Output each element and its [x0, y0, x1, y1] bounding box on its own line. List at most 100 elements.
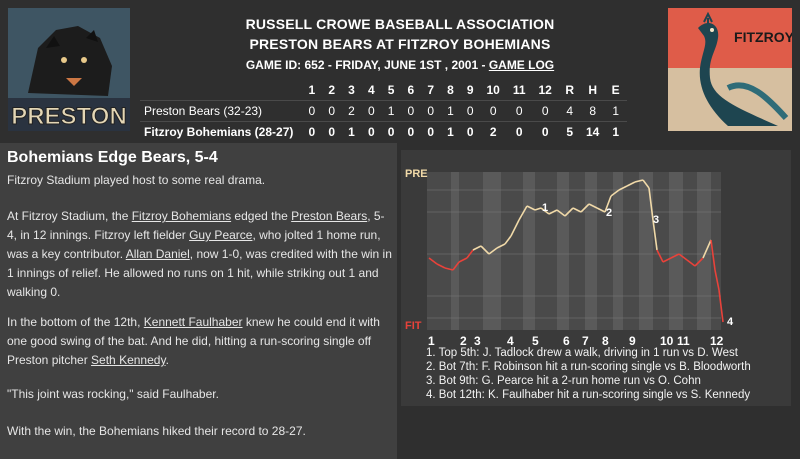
win-probability-segment	[714, 269, 720, 291]
win-probability-segment	[580, 203, 590, 213]
svg-text:FITZROY: FITZROY	[734, 29, 792, 45]
win-probability-segment	[466, 249, 474, 259]
inning-label: 10	[660, 334, 674, 348]
inning-header: 4	[361, 80, 382, 101]
win-probability-segment	[564, 207, 574, 217]
pre-label: PRE	[405, 168, 428, 180]
inning-label: 7	[582, 334, 589, 348]
team-name[interactable]: Fitzroy Bohemians (28-27)	[144, 125, 294, 139]
win-probability-segment	[662, 257, 672, 263]
win-probability-segment	[534, 207, 542, 211]
inning-band	[623, 172, 639, 330]
game-log-link[interactable]: GAME LOG	[488, 58, 555, 72]
inning-label: 4	[507, 334, 514, 348]
inning-header: 2	[321, 80, 342, 101]
inning-label: 5	[532, 334, 539, 348]
event-marker: 1	[542, 202, 549, 214]
win-probability-segment	[472, 245, 482, 251]
game-info: GAME ID: 652 - FRIDAY, JUNE 1ST , 2001 -…	[140, 58, 660, 72]
linescore-header-row: 1 2 3 4 5 6 7 8 9 10 11 12 R H E	[140, 80, 628, 101]
win-probability-segment	[444, 267, 454, 271]
win-probability-segment	[718, 289, 724, 323]
win-probability-segment	[648, 187, 654, 221]
inning-label: 9	[629, 334, 636, 348]
inning-label: 2	[460, 334, 467, 348]
fitzroy-bohemians-link[interactable]: Fitzroy Bohemians	[131, 209, 232, 223]
win-probability-segment	[710, 239, 716, 271]
win-probability-segment	[702, 239, 712, 259]
win-probability-segment	[504, 235, 512, 245]
score-cell: 1	[440, 100, 461, 122]
story-text: At Fitzroy Stadium, the	[7, 209, 132, 223]
win-probability-segment	[694, 257, 704, 267]
inning-band	[535, 172, 557, 330]
inning-band	[597, 172, 613, 330]
win-probability-segment	[652, 219, 658, 251]
inning-label: 3	[474, 334, 481, 348]
inning-header: 1	[302, 80, 322, 101]
inning-band	[523, 172, 535, 330]
hits-header: H	[581, 80, 605, 101]
team-name[interactable]: Preston Bears (32-23)	[140, 100, 302, 122]
inning-header: 8	[440, 80, 461, 101]
inning-label: 11	[677, 334, 690, 348]
event-marker: 2	[606, 207, 613, 219]
svg-text:PRESTON: PRESTON	[11, 103, 127, 130]
inning-band	[585, 172, 597, 330]
score-cell: 0	[407, 125, 415, 139]
event-note: 1. Top 5th: J. Tadlock drew a walk, driv…	[426, 347, 738, 359]
inning-label: 1	[428, 334, 435, 348]
preston-logo: PRESTON	[8, 8, 130, 131]
win-probability-segment	[480, 245, 490, 255]
event-marker: 3	[653, 214, 660, 226]
win-probability-segment	[588, 203, 598, 209]
errors-header: E	[604, 80, 628, 101]
score-cell: 1	[348, 125, 355, 139]
score-cell: 0	[532, 100, 559, 122]
inning-band	[669, 172, 683, 330]
win-probability-segment	[634, 179, 644, 183]
score-cell: 0	[480, 100, 507, 122]
score-cell: 0	[541, 125, 549, 139]
win-probability-segment	[678, 253, 688, 261]
inning-label: 6	[563, 334, 570, 348]
score-cell: 0	[302, 100, 322, 122]
score-cell: 0	[361, 100, 382, 122]
association-title: RUSSELL CROWE BASEBALL ASSOCIATION	[245, 16, 555, 32]
seth-kennedy-link[interactable]: Seth Kennedy	[91, 353, 166, 367]
allan-daniel-link[interactable]: Allan Daniel	[125, 247, 190, 261]
win-probability-segment	[642, 179, 650, 189]
game-story: Bohemians Edge Bears, 5-4 Fitzroy Stadiu…	[0, 143, 397, 459]
score-cell: 1	[381, 100, 401, 122]
inning-band	[653, 172, 669, 330]
kennett-faulhaber-link[interactable]: Kennett Faulhaber	[143, 315, 243, 329]
win-probability-segment	[604, 195, 612, 213]
win-probability-segment	[518, 205, 528, 221]
score-cell: 0	[466, 125, 474, 139]
story-paragraph: "This joint was rocking," said Faulhaber…	[7, 385, 393, 404]
team-header	[140, 80, 302, 101]
story-text: "This joint was rocking," said Faulhaber…	[7, 387, 219, 401]
preston-bears-link[interactable]: Preston Bears	[291, 209, 368, 223]
story-text: With the win, the Bohemians hiked their …	[7, 424, 306, 438]
runs-cell: 5	[566, 125, 574, 139]
event-marker: 4	[727, 316, 734, 328]
guy-pearce-link[interactable]: Guy Pearce	[189, 228, 253, 242]
errors-cell: 1	[612, 125, 620, 139]
story-text: Fitzroy Stadium played host to some real…	[7, 173, 266, 187]
win-probability-segment	[526, 205, 536, 211]
score-cell: 1	[447, 125, 454, 139]
win-probability-segment	[670, 253, 680, 259]
win-probability-segment	[556, 209, 566, 217]
inning-header: 11	[506, 80, 533, 101]
score-cell: 2	[489, 125, 497, 139]
story-headline: Bohemians Edge Bears, 5-4	[7, 149, 218, 166]
story-paragraph: At Fitzroy Stadium, the Fitzroy Bohemian…	[7, 207, 393, 302]
inning-band	[557, 172, 569, 330]
matchup-title: PRESTON BEARS AT FITZROY BOHEMIANS	[249, 36, 551, 52]
inning-band	[451, 172, 459, 330]
inning-band	[427, 172, 451, 330]
fitzroy-logo: FITZROY	[668, 8, 792, 131]
game-id-text: GAME ID: 652 - FRIDAY, JUNE 1ST , 2001 -	[245, 58, 489, 72]
runs-header: R	[558, 80, 582, 101]
